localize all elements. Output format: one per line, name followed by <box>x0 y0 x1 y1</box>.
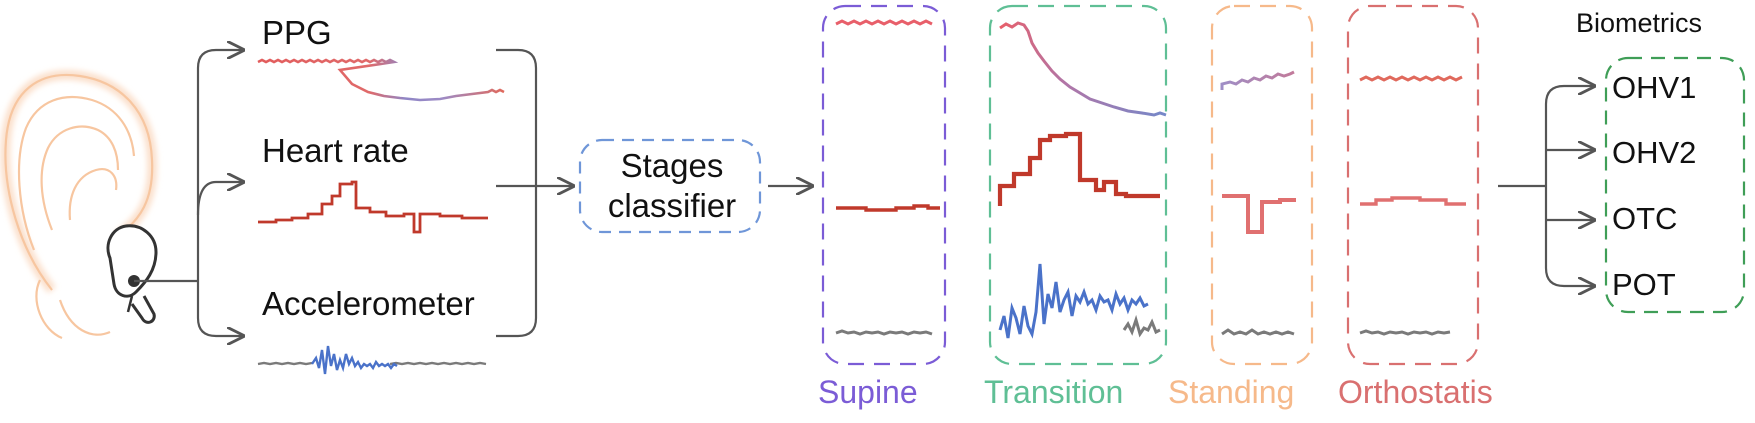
stage-box-standing <box>1210 4 1314 366</box>
supine-accelerometer-signal <box>835 329 933 336</box>
ppg-label: PPG <box>262 14 332 51</box>
biometric-otc: OTC <box>1612 201 1678 236</box>
heart-rate-label: Heart rate <box>262 132 409 169</box>
ppg-signal <box>257 58 505 102</box>
biometrics-title: Biometrics <box>1576 8 1703 38</box>
standing-heart-rate-signal <box>1222 194 1296 234</box>
standing-accelerometer-signal <box>1221 328 1295 336</box>
supine-ppg-signal <box>835 19 933 26</box>
accelerometer-gray-signal <box>257 361 487 366</box>
accelerometer-blue-signal <box>311 345 398 375</box>
merge-arrow <box>496 48 573 338</box>
orthostatis-heart-rate-signal <box>1360 196 1466 206</box>
classifier-box <box>578 138 762 234</box>
stage-label-supine: Supine <box>818 374 918 410</box>
standing-ppg-signal <box>1220 70 1295 90</box>
ear-icon <box>0 70 158 340</box>
orthostatis-ppg-signal <box>1359 75 1463 82</box>
biometrics-box <box>1604 56 1746 314</box>
orthostatis-accelerometer-signal <box>1359 329 1451 336</box>
accelerometer-label: Accelerometer <box>262 285 475 322</box>
biometric-ohv2: OHV2 <box>1612 135 1697 170</box>
heart-rate-signal <box>258 180 488 234</box>
biometrics-arrows <box>1498 86 1594 286</box>
transition-ppg-signal <box>999 21 1167 117</box>
stage-label-standing: Standing <box>1168 374 1295 410</box>
stage-box-supine <box>821 4 947 366</box>
classifier-line2: classifier <box>607 187 737 224</box>
classifier-line1: Stages <box>620 147 724 185</box>
input-arrows <box>134 50 243 336</box>
stage-label-transition: Transition <box>984 374 1124 410</box>
stages-classifier: Stages classifier <box>582 144 762 228</box>
transition-accelerometer-gray-signal <box>1122 314 1161 338</box>
stage-box-orthostatis <box>1346 4 1480 366</box>
transition-accelerometer-signal <box>998 263 1149 339</box>
stage-label-orthostatis: Orthostatis <box>1338 374 1493 410</box>
biometric-pot: POT <box>1612 267 1676 302</box>
supine-heart-rate-signal <box>836 204 940 212</box>
earbud-icon <box>106 224 158 324</box>
biometric-ohv1: OHV1 <box>1612 70 1697 105</box>
stage-box-transition <box>988 4 1168 366</box>
transition-heart-rate-signal <box>997 131 1160 206</box>
